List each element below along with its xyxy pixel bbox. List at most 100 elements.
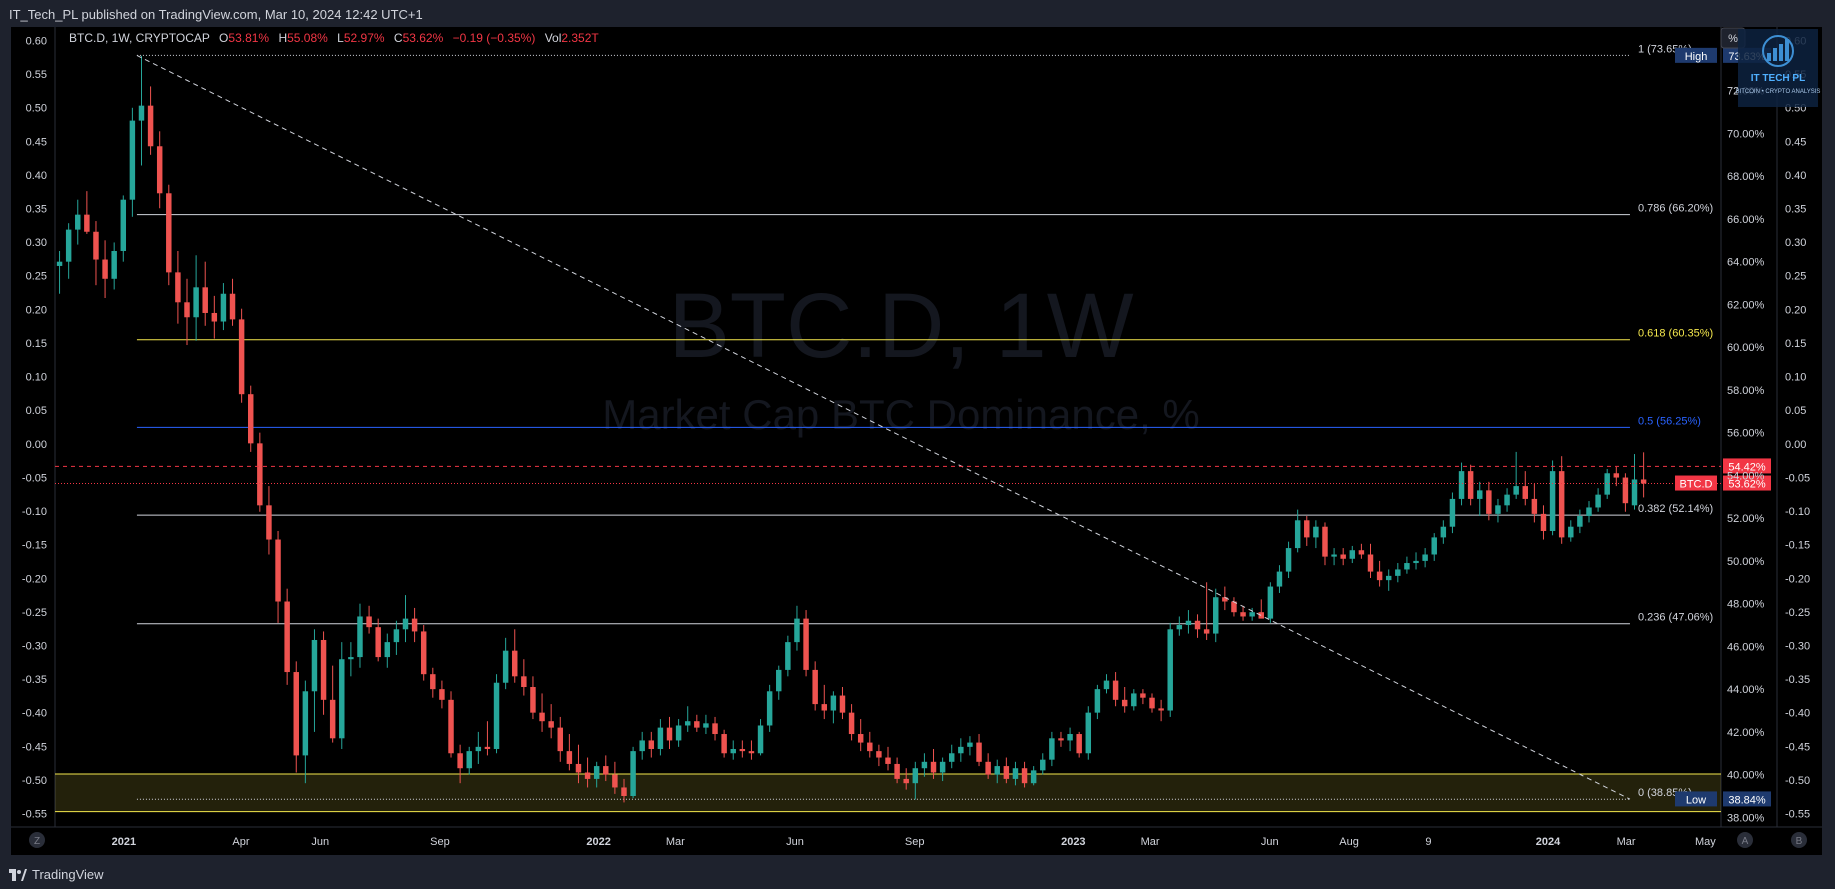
candle[interactable] [539,693,545,732]
candle[interactable] [475,731,482,764]
candle[interactable] [1422,548,1428,568]
candle[interactable] [757,719,764,756]
candle[interactable] [830,691,837,724]
candle[interactable] [1586,501,1592,523]
scale-b-button[interactable]: B [1791,832,1807,848]
candle[interactable] [730,740,736,760]
candle[interactable] [1558,456,1565,544]
candle[interactable] [366,605,372,634]
candle[interactable] [493,674,500,754]
candle[interactable] [129,107,136,217]
candle[interactable] [1030,766,1037,786]
candle[interactable] [657,719,664,756]
candle[interactable] [1276,565,1283,593]
candle[interactable] [284,588,290,685]
chart-svg[interactable]: BTC.D, 1W Market Cap BTC Dominance, % 1 … [11,27,1822,855]
candle[interactable] [976,734,982,767]
candle[interactable] [348,642,354,677]
candle[interactable] [593,761,600,788]
candle[interactable] [785,635,791,677]
candle[interactable] [1121,687,1128,713]
candle[interactable] [639,731,645,760]
candle[interactable] [439,680,445,709]
candle[interactable] [202,261,208,326]
candle[interactable] [466,746,472,775]
candle[interactable] [238,308,245,403]
candle[interactable] [275,530,281,623]
candle[interactable] [1167,622,1173,717]
candle[interactable] [65,223,72,279]
candle[interactable] [1267,582,1274,623]
auto-scale-button[interactable]: A [1737,832,1753,848]
candle[interactable] [1240,605,1246,621]
candle[interactable] [1458,462,1465,506]
candle[interactable] [1595,488,1601,512]
candle[interactable] [1012,761,1019,786]
candle[interactable] [1322,522,1328,566]
candle[interactable] [1358,543,1365,559]
candle[interactable] [1631,454,1638,510]
candle[interactable] [1021,761,1028,788]
candle[interactable] [320,631,327,715]
candle[interactable] [1249,607,1255,621]
candle[interactable] [1577,509,1583,534]
candle[interactable] [56,250,63,294]
candle[interactable] [1085,706,1092,760]
candle[interactable] [384,633,391,668]
candle[interactable] [1058,731,1064,747]
candle[interactable] [1112,672,1119,707]
candle[interactable] [1376,560,1383,587]
candle[interactable] [1404,556,1410,574]
candle[interactable] [1067,727,1073,752]
candle[interactable] [766,684,773,732]
candle[interactable] [248,385,254,452]
candle[interactable] [375,618,381,662]
candle[interactable] [1413,552,1419,570]
candle[interactable] [1076,731,1082,758]
candle[interactable] [684,706,691,732]
candle[interactable] [1231,597,1237,617]
candle[interactable] [339,642,345,749]
candle[interactable] [302,680,309,784]
candle[interactable] [1094,684,1101,720]
candle[interactable] [229,278,236,326]
candle[interactable] [948,744,955,769]
candle[interactable] [1222,586,1228,611]
candle[interactable] [1367,543,1374,579]
tradingview-logo[interactable]: TradingView [9,867,104,882]
candle[interactable] [1549,460,1556,536]
candle[interactable] [111,242,117,290]
candle[interactable] [1176,616,1183,636]
candle[interactable] [921,753,928,777]
candle[interactable] [857,719,864,752]
candle[interactable] [1395,563,1401,583]
candle[interactable] [75,199,81,245]
candle[interactable] [156,131,163,209]
candle[interactable] [1203,582,1210,640]
candle[interactable] [1194,614,1201,638]
candle[interactable] [675,719,682,747]
candle[interactable] [1185,610,1192,634]
candle[interactable] [1640,452,1647,498]
candle[interactable] [1213,588,1219,643]
candle[interactable] [566,734,573,771]
candle[interactable] [147,86,154,155]
candles[interactable] [56,55,1647,803]
candle[interactable] [703,714,709,735]
candle[interactable] [1522,471,1528,506]
candle[interactable] [166,184,172,286]
candle[interactable] [894,757,900,784]
candle[interactable] [193,255,199,341]
trendline[interactable] [136,54,1631,800]
candle[interactable] [912,761,919,800]
candle[interactable] [821,684,828,720]
candle[interactable] [939,757,946,782]
candle[interactable] [1003,757,1010,784]
candle[interactable] [502,637,509,690]
candle[interactable] [211,295,218,339]
candle[interactable] [1513,451,1519,499]
candle[interactable] [1568,520,1574,542]
candle[interactable] [621,778,627,803]
candle[interactable] [1049,731,1055,767]
candle[interactable] [1304,516,1310,546]
